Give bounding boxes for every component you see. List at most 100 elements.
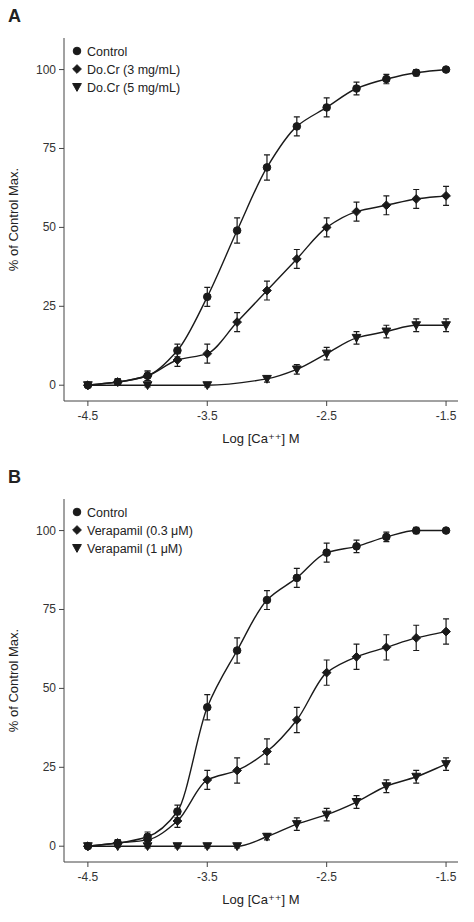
data-point xyxy=(322,223,331,232)
error-bar xyxy=(413,527,419,533)
x-axis-label: Log [Ca⁺⁺] M xyxy=(222,431,299,446)
x-tick-label: -2.5 xyxy=(316,409,337,423)
data-point xyxy=(353,543,361,551)
panel-label: B xyxy=(8,467,21,487)
x-tick-label: -3.5 xyxy=(197,409,218,423)
data-point xyxy=(442,191,451,200)
x-tick xyxy=(326,401,327,406)
y-tick xyxy=(59,69,64,70)
data-point xyxy=(263,833,272,841)
y-tick xyxy=(59,227,64,228)
legend-label: Verapamil (0.3 μM) xyxy=(87,524,193,538)
data-point xyxy=(203,704,211,712)
data-point xyxy=(263,164,271,172)
error-bar xyxy=(234,638,240,663)
y-tick xyxy=(59,846,64,847)
series-line xyxy=(88,325,446,385)
data-point xyxy=(293,123,301,131)
data-point xyxy=(382,201,391,210)
x-tick xyxy=(326,862,327,867)
data-point xyxy=(352,207,361,216)
y-axis-label: % of Control Max. xyxy=(6,168,21,271)
plot-area xyxy=(84,66,451,390)
data-point xyxy=(84,843,93,851)
data-point xyxy=(233,318,242,327)
data-point xyxy=(442,527,450,535)
legend-marker xyxy=(73,508,81,516)
y-tick-label: 75 xyxy=(43,141,57,155)
data-point xyxy=(84,842,92,850)
y-tick-label: 0 xyxy=(49,839,56,853)
data-point xyxy=(173,843,182,851)
y-tick-label: 25 xyxy=(43,299,57,313)
x-axis-line xyxy=(64,862,458,863)
error-bar xyxy=(204,695,210,720)
data-point xyxy=(383,533,391,541)
data-point xyxy=(113,843,122,851)
data-point xyxy=(293,574,301,582)
y-tick-label: 75 xyxy=(43,602,57,616)
error-bar xyxy=(324,543,330,562)
error-bar xyxy=(354,540,360,553)
series-line xyxy=(88,764,446,846)
data-point xyxy=(263,747,272,756)
y-axis-line xyxy=(64,38,65,401)
data-point xyxy=(143,382,152,390)
x-tick xyxy=(446,401,447,406)
data-point xyxy=(323,104,331,112)
data-point xyxy=(173,817,182,826)
data-point xyxy=(323,549,331,557)
y-tick-label: 0 xyxy=(49,378,56,392)
data-point xyxy=(263,286,272,295)
error-bar xyxy=(234,218,240,243)
data-point xyxy=(173,356,182,365)
data-point xyxy=(382,328,391,336)
x-tick-label: -2.5 xyxy=(316,870,337,884)
series-line xyxy=(88,632,446,847)
y-tick xyxy=(59,306,64,307)
x-tick-label: -4.5 xyxy=(78,870,99,884)
data-point xyxy=(233,647,241,655)
y-tick xyxy=(59,385,64,386)
x-axis-label: Log [Ca⁺⁺] M xyxy=(222,892,299,907)
panel: A-4.5-3.5-2.5-1.50255075100Log [Ca⁺⁺] M%… xyxy=(6,6,458,446)
x-tick-label: -1.5 xyxy=(436,409,457,423)
error-bar xyxy=(264,155,270,180)
data-point xyxy=(322,350,331,358)
data-point xyxy=(383,75,391,83)
data-point xyxy=(412,322,421,330)
data-point xyxy=(353,85,361,93)
data-point xyxy=(292,716,301,725)
data-point xyxy=(263,375,272,383)
plot-area xyxy=(84,527,451,851)
error-bar xyxy=(204,287,210,306)
data-point xyxy=(322,811,331,819)
data-point xyxy=(144,372,152,380)
x-tick xyxy=(207,401,208,406)
data-point xyxy=(352,652,361,661)
data-point xyxy=(412,69,420,77)
data-point xyxy=(412,634,421,643)
data-point xyxy=(233,227,241,235)
x-tick xyxy=(446,862,447,867)
data-point xyxy=(352,334,361,342)
data-point xyxy=(292,366,301,374)
data-point xyxy=(412,527,420,535)
y-tick-label: 50 xyxy=(43,220,57,234)
data-point xyxy=(442,66,450,74)
error-bar xyxy=(354,82,360,95)
data-point xyxy=(143,843,152,851)
x-tick xyxy=(207,862,208,867)
series-line xyxy=(88,70,446,386)
y-tick-label: 25 xyxy=(43,760,57,774)
error-bar xyxy=(324,98,330,117)
legend-label: Do.Cr (3 mg/mL) xyxy=(87,63,180,77)
y-tick xyxy=(59,530,64,531)
panel-label: A xyxy=(8,6,21,26)
panel: B-4.5-3.5-2.5-1.50255075100Log [Ca⁺⁺] M%… xyxy=(6,467,458,907)
error-bar xyxy=(294,117,300,136)
data-point xyxy=(442,761,451,769)
data-point xyxy=(263,596,271,604)
legend-label: Control xyxy=(87,45,127,59)
data-point xyxy=(412,195,421,204)
